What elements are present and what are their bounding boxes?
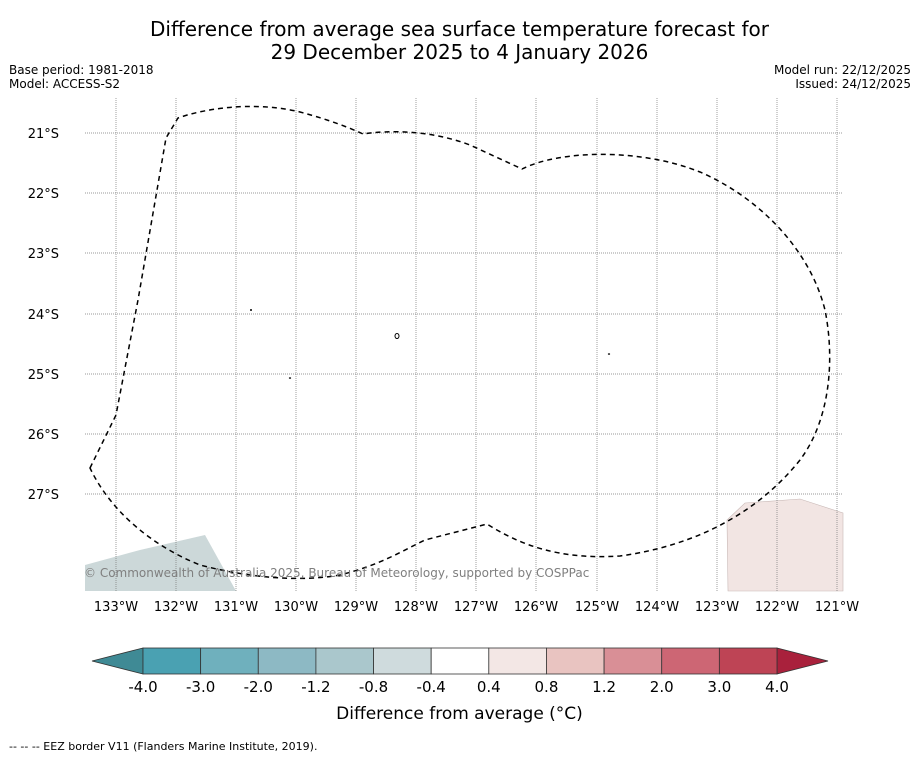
- colorbar-tick-label: 1.2: [592, 678, 616, 696]
- colorbar-segment: [489, 648, 547, 674]
- colorbar-tick-label: 0.4: [477, 678, 501, 696]
- colorbar-segment: [316, 648, 374, 674]
- lat-label: 21°S: [28, 127, 59, 142]
- lon-label: 121°W: [815, 600, 859, 615]
- colorbar-tick-label: -0.8: [359, 678, 388, 696]
- lon-label: 127°W: [454, 600, 498, 615]
- lat-label: 26°S: [28, 428, 59, 443]
- colorbar-tick-label: -0.4: [417, 678, 446, 696]
- colorbar-segment: [719, 648, 777, 674]
- lon-label: 123°W: [695, 600, 739, 615]
- island-3: [289, 377, 291, 379]
- colorbar-tick-label: -3.0: [186, 678, 215, 696]
- colorbar-segment: [201, 648, 259, 674]
- colorbar-tick-label: 4.0: [765, 678, 789, 696]
- island-1: [250, 309, 252, 311]
- colorbar-under-arrow: [92, 648, 143, 674]
- lon-label: 122°W: [755, 600, 799, 615]
- lon-label: 125°W: [575, 600, 619, 615]
- footer-note: -- -- -- EEZ border V11 (Flanders Marine…: [9, 740, 317, 753]
- colorbar: -4.0 -3.0 -2.0 -1.2 -0.8 -0.4 0.4 0.8 1.2 2.0 3.0 4…: [92, 648, 828, 696]
- lon-label: 131°W: [214, 600, 258, 615]
- colorbar-tick-label: 3.0: [707, 678, 731, 696]
- map-area: [85, 98, 843, 591]
- copyright-text: © Commonwealth of Australia 2025, Bureau…: [84, 566, 589, 580]
- lat-label: 27°S: [28, 488, 59, 503]
- colorbar-tick-label: -2.0: [244, 678, 273, 696]
- lon-label: 129°W: [334, 600, 378, 615]
- colorbar-label: Difference from average (°C): [0, 704, 919, 724]
- colorbar-tick-label: -1.2: [301, 678, 330, 696]
- colorbar-segment: [258, 648, 316, 674]
- colorbar-segment: [546, 648, 604, 674]
- warm-anomaly-patch: [727, 499, 843, 591]
- lon-label: 133°W: [94, 600, 138, 615]
- colorbar-segment: [143, 648, 201, 674]
- colorbar-segment: [604, 648, 662, 674]
- lon-label: 128°W: [394, 600, 438, 615]
- lat-label: 22°S: [28, 187, 59, 202]
- lon-label: 124°W: [635, 600, 679, 615]
- colorbar-tick-label: 2.0: [650, 678, 674, 696]
- lon-label: 130°W: [274, 600, 318, 615]
- lon-labels: 133°W 132°W 131°W 130°W 129°W 128°W 127°…: [94, 600, 859, 615]
- lat-label: 23°S: [28, 247, 59, 262]
- colorbar-segment: [374, 648, 432, 674]
- colorbar-tick-label: -4.0: [128, 678, 157, 696]
- island-4: [608, 353, 610, 355]
- lon-label: 126°W: [514, 600, 558, 615]
- colorbar-segment: [662, 648, 720, 674]
- colorbar-segment: [431, 648, 489, 674]
- lat-labels: 21°S 22°S 23°S 24°S 25°S 26°S 27°S: [28, 127, 59, 503]
- lon-label: 132°W: [154, 600, 198, 615]
- lat-label: 24°S: [28, 308, 59, 323]
- colorbar-over-arrow: [777, 648, 828, 674]
- colorbar-tick-label: 0.8: [535, 678, 559, 696]
- map-svg: © Commonwealth of Australia 2025, Bureau…: [0, 0, 919, 758]
- lat-label: 25°S: [28, 368, 59, 383]
